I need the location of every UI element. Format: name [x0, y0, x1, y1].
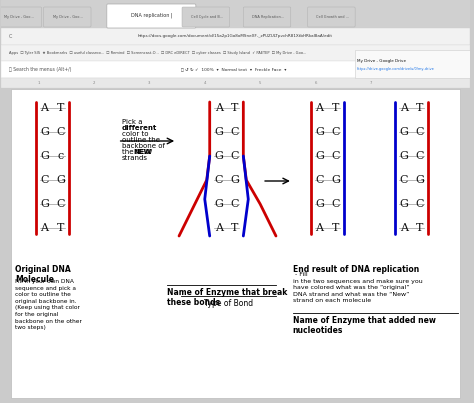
- Text: G: G: [399, 127, 408, 137]
- Text: DNA replication |: DNA replication |: [130, 12, 172, 18]
- Text: G: G: [40, 151, 49, 161]
- FancyBboxPatch shape: [44, 7, 91, 27]
- Text: Name of Enzyme that added new
nucleotides: Name of Enzyme that added new nucleotide…: [293, 316, 436, 335]
- Text: A: A: [40, 103, 48, 113]
- Text: C: C: [56, 199, 64, 209]
- Text: Name of Enzyme that break
these bonds: Name of Enzyme that break these bonds: [167, 288, 288, 307]
- Text: 1: 1: [37, 81, 40, 85]
- Bar: [355, 50, 470, 78]
- Text: G: G: [214, 199, 223, 209]
- Text: C: C: [230, 127, 239, 137]
- Text: My Drive - Google Drive: My Drive - Google Drive: [357, 59, 406, 63]
- Text: End result of DNA replication: End result of DNA replication: [293, 265, 419, 274]
- Text: C: C: [40, 175, 49, 185]
- Text: C: C: [415, 127, 424, 137]
- Text: https://docs.google.com/document/d/15a2p1Go8oMSneXF-_zPUZULTpvchR81XtbHRkaI8aA/e: https://docs.google.com/document/d/15a2p…: [138, 35, 333, 39]
- Text: C: C: [331, 151, 339, 161]
- Bar: [1, 78, 470, 88]
- Text: My Drive - Goo...: My Drive - Goo...: [4, 15, 34, 19]
- Text: A: A: [215, 103, 223, 113]
- Text: G: G: [214, 151, 223, 161]
- Text: C: C: [331, 199, 339, 209]
- FancyBboxPatch shape: [243, 7, 291, 27]
- Text: - Fill
in the two sequences and make sure you
have colored what was the “origina: - Fill in the two sequences and make sur…: [293, 272, 422, 303]
- Text: the NEW: the NEW: [122, 149, 152, 155]
- Text: 4: 4: [203, 81, 206, 85]
- Text: T: T: [57, 223, 64, 233]
- Text: outline the: outline the: [122, 137, 160, 143]
- Text: C: C: [214, 175, 223, 185]
- Bar: [1, 28, 470, 45]
- Text: T: T: [57, 103, 64, 113]
- Text: G: G: [399, 151, 408, 161]
- Text: G: G: [40, 127, 49, 137]
- Text: G: G: [40, 199, 49, 209]
- Text: c: c: [57, 151, 64, 161]
- FancyBboxPatch shape: [107, 4, 196, 28]
- Text: NEW: NEW: [134, 149, 152, 155]
- Text: C: C: [399, 175, 408, 185]
- Text: T: T: [416, 223, 423, 233]
- Text: G: G: [315, 199, 324, 209]
- Text: DNA Replication...: DNA Replication...: [252, 15, 284, 19]
- Text: T: T: [231, 103, 238, 113]
- Text: T: T: [416, 103, 423, 113]
- Text: backbone of: backbone of: [122, 143, 164, 149]
- Text: A: A: [316, 103, 323, 113]
- Text: G: G: [331, 175, 340, 185]
- Text: 2: 2: [93, 81, 95, 85]
- Text: ⌕ Search the menus (Alt+/): ⌕ Search the menus (Alt+/): [9, 67, 72, 72]
- Text: G: G: [315, 151, 324, 161]
- Text: My Drive - Goo...: My Drive - Goo...: [53, 15, 83, 19]
- Text: T: T: [231, 223, 238, 233]
- Text: Cell Growth and ...: Cell Growth and ...: [316, 15, 349, 19]
- Text: C: C: [415, 151, 424, 161]
- Text: A: A: [400, 103, 408, 113]
- Text: C: C: [415, 199, 424, 209]
- FancyBboxPatch shape: [182, 7, 229, 27]
- Text: G: G: [315, 127, 324, 137]
- FancyBboxPatch shape: [308, 7, 355, 27]
- Text: C: C: [331, 127, 339, 137]
- Text: 3: 3: [148, 81, 151, 85]
- Text: Pick a: Pick a: [122, 119, 142, 125]
- Text: C: C: [230, 199, 239, 209]
- Bar: [1, 0, 470, 28]
- Text: https://drive.google.com/drive/u/0/my-drive: https://drive.google.com/drive/u/0/my-dr…: [357, 67, 435, 71]
- Bar: [1, 45, 470, 61]
- Text: A: A: [40, 223, 48, 233]
- Text: A: A: [215, 223, 223, 233]
- Text: ⎙ ↺ ↻ ✓  100%  ▾  Normal text  ▾  Freckle Face  ▾: ⎙ ↺ ↻ ✓ 100% ▾ Normal text ▾ Freckle Fac…: [181, 67, 286, 71]
- Text: 6: 6: [314, 81, 317, 85]
- Text: G: G: [214, 127, 223, 137]
- Bar: [11, 89, 460, 398]
- Text: T: T: [332, 103, 339, 113]
- Text: G: G: [399, 199, 408, 209]
- Bar: [1, 61, 470, 78]
- FancyBboxPatch shape: [0, 7, 42, 27]
- Text: Original DNA
Molecule: Original DNA Molecule: [15, 265, 71, 285]
- Text: 7: 7: [370, 81, 372, 85]
- Text: A: A: [400, 223, 408, 233]
- Text: A: A: [316, 223, 323, 233]
- Text: G: G: [415, 175, 424, 185]
- Text: Cell Cycle and B...: Cell Cycle and B...: [191, 15, 223, 19]
- Text: C: C: [315, 175, 324, 185]
- Text: C: C: [9, 34, 12, 39]
- Text: T: T: [332, 223, 339, 233]
- Text: C: C: [56, 127, 64, 137]
- Text: C: C: [230, 151, 239, 161]
- Text: color to: color to: [122, 131, 148, 137]
- Text: Apps  ☐ Tyler SIS  ★ Bookmarks  ☐ useful classroo...  ☐ Remind  ☐ Screencast-O..: Apps ☐ Tyler SIS ★ Bookmarks ☐ useful cl…: [9, 51, 306, 55]
- Text: G: G: [56, 175, 65, 185]
- Text: Type of Bond: Type of Bond: [204, 299, 253, 308]
- Text: 5: 5: [259, 81, 261, 85]
- Text: G: G: [230, 175, 239, 185]
- Text: Fill in your own DNA
sequence and pick a
color to outline the
original backbone : Fill in your own DNA sequence and pick a…: [15, 279, 82, 330]
- Text: different: different: [122, 125, 157, 131]
- Text: strands: strands: [122, 155, 148, 161]
